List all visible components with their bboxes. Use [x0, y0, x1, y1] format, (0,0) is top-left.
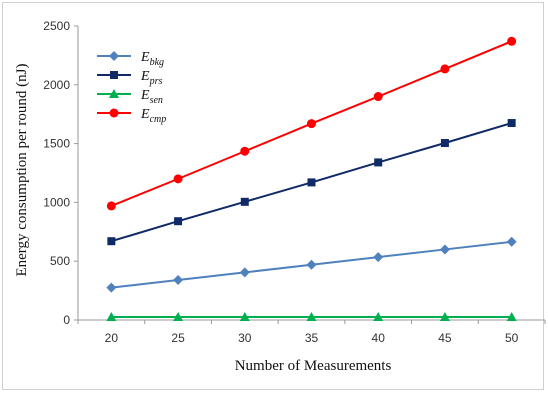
x-tick-label: 40	[372, 331, 386, 345]
data-point-bkg	[373, 252, 384, 263]
y-tick-label: 2500	[43, 19, 70, 33]
data-point-sen	[106, 312, 117, 322]
series-prs	[107, 119, 516, 246]
legend-entry-cmp: Ecmp	[97, 107, 166, 125]
x-tick-label: 20	[105, 331, 119, 345]
legend-label: Eprs	[140, 69, 162, 87]
data-point-sen	[439, 312, 450, 322]
data-point-prs	[107, 237, 116, 246]
legend-label: Ebkg	[140, 50, 164, 68]
x-tick-label: 30	[238, 331, 252, 345]
data-point-bkg	[239, 267, 250, 278]
legend-label: Esen	[140, 88, 163, 106]
legend-marker	[109, 89, 119, 98]
data-point-prs	[240, 197, 249, 206]
data-point-cmp	[307, 119, 316, 129]
series-layer	[106, 36, 517, 322]
y-tick-label: 500	[50, 254, 70, 268]
legend-entry-prs: Eprs	[97, 69, 162, 87]
y-axis-ticks: 0 500 1000 1500 2000 2500	[43, 19, 78, 327]
legend-marker	[110, 71, 118, 79]
x-axis-ticks: 20 25 30 35 40 45 50	[77, 320, 546, 345]
data-point-cmp	[440, 64, 450, 74]
data-point-cmp	[373, 92, 383, 102]
y-axis-title: Energy consumption per round (nJ)	[14, 63, 30, 276]
data-point-cmp	[106, 201, 116, 211]
x-tick-label: 50	[505, 331, 519, 345]
data-point-cmp	[173, 174, 183, 184]
data-point-bkg	[439, 244, 450, 255]
data-point-sen	[173, 312, 184, 322]
chart-frame	[2, 2, 544, 390]
legend-marker	[109, 108, 119, 118]
legend-entry-sen: Esen	[97, 88, 163, 106]
data-point-prs	[174, 217, 183, 226]
data-point-cmp	[240, 146, 250, 156]
series-bkg	[106, 236, 517, 293]
legend-label: Ecmp	[140, 107, 166, 125]
x-axis-title: Number of Measurements	[235, 358, 392, 374]
x-tick-label: 35	[305, 331, 319, 345]
y-tick-label: 1000	[43, 195, 70, 209]
data-point-prs	[374, 158, 383, 167]
series-cmp	[106, 36, 517, 211]
data-point-prs	[307, 178, 316, 187]
data-point-sen	[239, 312, 250, 322]
x-tick-label: 45	[438, 331, 452, 345]
data-point-prs	[507, 119, 516, 128]
data-point-bkg	[106, 282, 117, 293]
legend-marker	[109, 51, 119, 61]
data-point-bkg	[506, 236, 517, 247]
data-point-prs	[440, 139, 449, 148]
legend-entry-bkg: Ebkg	[97, 50, 164, 68]
y-tick-label: 2000	[43, 78, 70, 92]
y-tick-label: 0	[63, 313, 70, 327]
data-point-bkg	[306, 259, 317, 270]
series-sen	[106, 312, 517, 322]
data-point-sen	[506, 312, 517, 322]
x-tick-label: 25	[171, 331, 185, 345]
data-point-sen	[373, 312, 384, 322]
data-point-bkg	[173, 275, 184, 286]
data-point-cmp	[507, 36, 517, 46]
data-point-sen	[306, 312, 317, 322]
y-tick-label: 1500	[43, 137, 70, 151]
